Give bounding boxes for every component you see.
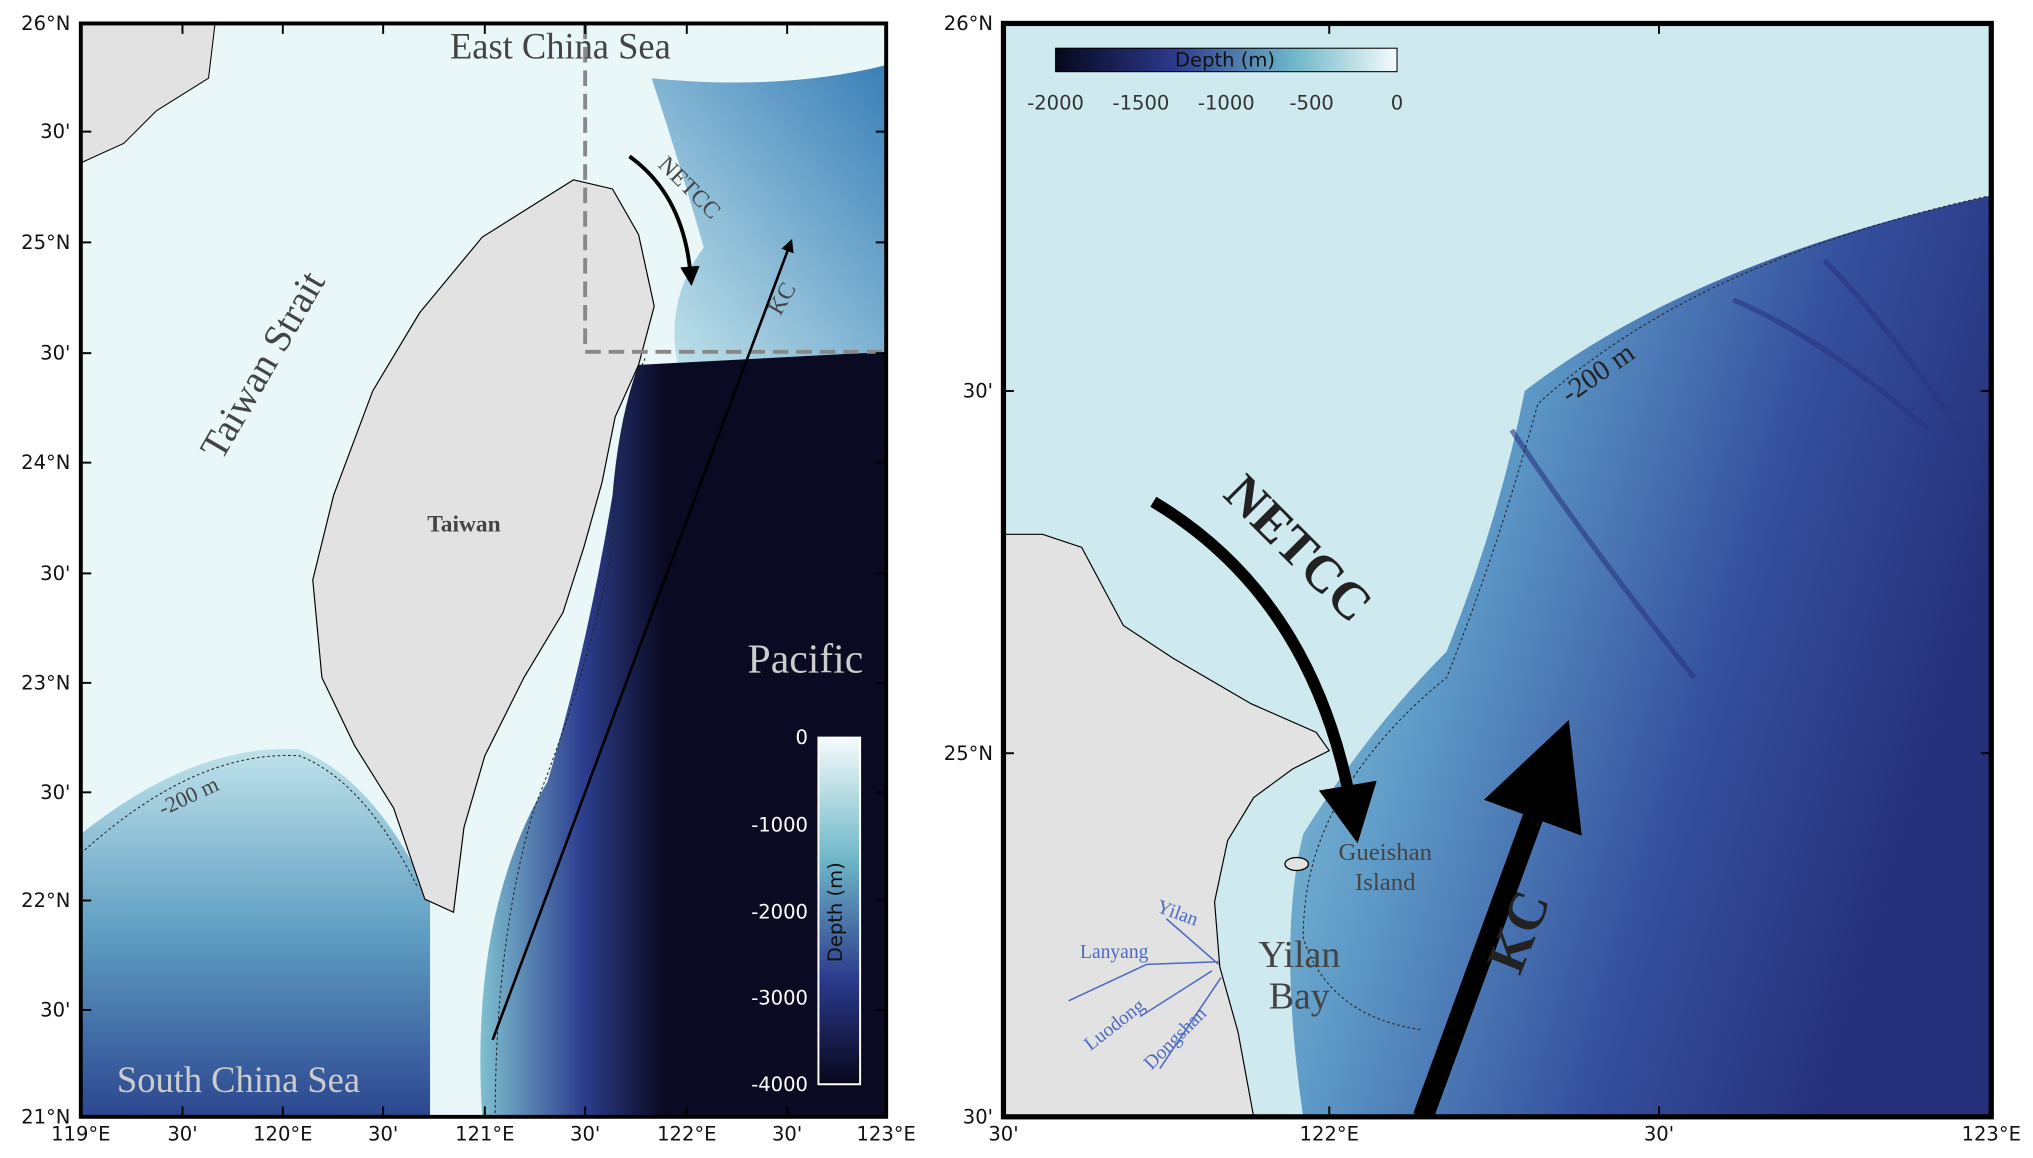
lon-label: 119°E: [51, 1122, 110, 1145]
lon-label: 30': [368, 1122, 398, 1145]
kc-arrow: [1413, 719, 1582, 1117]
place-label: Pacific: [748, 636, 864, 682]
lon-label: 123°E: [1962, 1122, 2021, 1145]
lon-label: 30': [167, 1122, 197, 1145]
place-label: Yilan: [1258, 934, 1340, 976]
lon-label: 30': [570, 1122, 600, 1145]
gueishan-island: [1284, 856, 1310, 872]
netcc-arrow: [628, 154, 700, 287]
place-label: Bay: [1269, 976, 1330, 1018]
sea-depth: [651, 65, 887, 365]
frame: [1000, 20, 1994, 1120]
sea-depth: [1290, 195, 1992, 1117]
frame: [78, 21, 889, 1119]
land: [80, 23, 216, 164]
taiwan-land: [312, 179, 655, 914]
lat-label: 25°N: [21, 231, 70, 254]
lat-label: 24°N: [21, 451, 70, 474]
lat-label: 30': [40, 342, 70, 365]
isobath: [494, 358, 646, 1117]
right-map: [1003, 23, 1992, 1117]
lat-label: 30': [40, 998, 70, 1021]
lat-label: 22°N: [21, 889, 70, 912]
lon-label: 30': [772, 1122, 802, 1145]
colorbar: [817, 736, 862, 1086]
lat-label: 30': [963, 379, 993, 402]
colorbar-tick-label: -1000: [751, 813, 808, 836]
place-label: East China Sea: [450, 26, 671, 67]
colorbar-tick-label: -4000: [751, 1073, 808, 1096]
isobath: [1302, 194, 1992, 1031]
lon-label: 30': [1644, 1122, 1674, 1145]
lat-label: 30': [40, 781, 70, 804]
place-label: Gueishan: [1339, 839, 1432, 866]
isobath: [80, 754, 418, 887]
colorbar-tick-label: -2000: [751, 901, 808, 924]
kc-arrow: [491, 238, 794, 1041]
colorbar-tick-label: 0: [1391, 91, 1403, 114]
lat-label: 26°N: [21, 12, 70, 35]
lon-label: 121°E: [455, 1122, 514, 1145]
lon-label: 120°E: [253, 1122, 312, 1145]
river-label: Lanyang: [1080, 942, 1149, 963]
sea-depth: [480, 351, 887, 1117]
place-label: Taiwan: [427, 512, 500, 538]
colorbar-tick-label: -1500: [1113, 91, 1170, 114]
lon-label: 123°E: [856, 1122, 915, 1145]
lon-label: 122°E: [1300, 1122, 1359, 1145]
lat-label: 23°N: [21, 671, 70, 694]
colorbar: [1055, 47, 1398, 73]
lat-label: 30': [40, 120, 70, 143]
left-map: [80, 23, 887, 1117]
colorbar-tick-label: -3000: [751, 987, 808, 1010]
inset-box: [583, 23, 887, 354]
lon-label: 122°E: [657, 1122, 716, 1145]
colorbar-tick-label: -2000: [1027, 91, 1084, 114]
place-label: Island: [1355, 869, 1416, 896]
lat-label: 30': [40, 562, 70, 585]
sea-depth: [80, 748, 431, 1117]
place-label: South China Sea: [117, 1059, 360, 1100]
taiwan-land: [1003, 533, 1331, 1117]
rivers: [1068, 918, 1222, 1070]
lat-label: 25°N: [944, 742, 993, 765]
colorbar-title: Depth (m): [824, 862, 847, 962]
lat-label: 30': [963, 1105, 993, 1128]
colorbar-tick-label: -500: [1290, 91, 1334, 114]
colorbar-tick-label: 0: [796, 726, 808, 749]
lon-label: 30': [988, 1122, 1018, 1145]
lat-label: 26°N: [944, 12, 993, 35]
colorbar-tick-label: -1000: [1198, 91, 1255, 114]
canyon: [1509, 258, 1970, 680]
netcc-arrow: [1150, 496, 1377, 844]
lat-label: 21°N: [21, 1105, 70, 1128]
colorbar-title: Depth (m): [1175, 48, 1275, 71]
